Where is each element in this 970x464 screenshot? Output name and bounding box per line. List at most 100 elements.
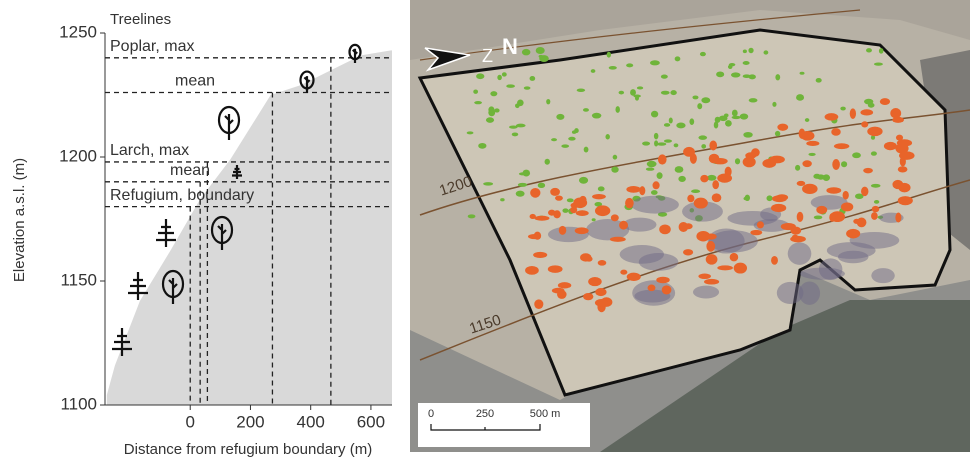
poplar-patch: [637, 86, 643, 89]
poplar-patch: [796, 94, 804, 101]
larch-patch: [806, 141, 819, 146]
heading: Treelines: [110, 11, 171, 28]
poplar-patch: [743, 49, 747, 53]
larch-patch: [898, 183, 910, 192]
larch-patch: [872, 206, 879, 212]
larch-patch: [802, 184, 818, 194]
poplar-patch: [619, 91, 624, 95]
poplar-patch: [509, 125, 518, 128]
satellite-image: Z N 1200 1150 0 250 500 m: [410, 0, 970, 452]
shadow-patch: [623, 218, 656, 232]
x-axis-title: Distance from refugium boundary (m): [124, 441, 372, 458]
poplar-icon: [225, 114, 233, 140]
larch-patch: [884, 142, 897, 150]
poplar-patch: [613, 155, 618, 160]
poplar-patch: [476, 73, 484, 79]
poplar-patch: [611, 167, 618, 173]
poplar-patch: [852, 152, 861, 158]
poplar-patch: [646, 167, 655, 170]
poplar-patch: [651, 190, 658, 195]
poplar-patch: [494, 108, 499, 112]
larch-patch: [841, 202, 853, 211]
larch-patch: [863, 168, 873, 174]
scale-label: 500 m: [530, 408, 561, 420]
larch-patch: [895, 213, 901, 223]
larch-patch: [534, 216, 549, 221]
larch-patch: [576, 210, 589, 216]
larch-patch: [648, 285, 656, 292]
poplar-patch: [626, 63, 633, 67]
poplar-patch: [698, 135, 707, 139]
poplar-patch: [630, 89, 636, 96]
poplar-patch: [735, 158, 740, 164]
shadow-patch: [800, 268, 845, 280]
treeline-label: Poplar, max: [110, 38, 194, 55]
scale-bar-box: [418, 403, 590, 447]
larch-patch: [706, 241, 715, 252]
poplar-patch: [488, 106, 494, 113]
poplar-patch: [561, 144, 569, 147]
poplar-patch: [740, 113, 749, 119]
larch-patch: [626, 186, 640, 193]
larch-patch: [717, 265, 733, 270]
larch-patch: [683, 147, 695, 157]
larch-patch: [694, 198, 708, 209]
larch-patch: [548, 210, 555, 216]
poplar-patch: [675, 56, 681, 61]
larch-patch: [610, 237, 626, 242]
larch-patch: [653, 181, 660, 189]
poplar-patch: [743, 61, 750, 65]
larch-patch: [745, 152, 756, 159]
larch-patch: [826, 187, 841, 193]
larch-patch: [880, 98, 890, 105]
poplar-patch: [483, 182, 493, 185]
poplar-patch: [551, 138, 557, 141]
poplar-patch: [675, 166, 684, 173]
larch-patch: [696, 231, 710, 242]
larch-patch: [679, 222, 689, 232]
larch-patch: [771, 204, 786, 212]
larch-patch: [552, 288, 565, 294]
larch-patch: [829, 213, 835, 222]
larch-patch: [583, 293, 593, 300]
x-tick-label: 0: [185, 412, 194, 431]
poplar-patch: [490, 91, 497, 96]
poplar-patch: [871, 151, 877, 155]
poplar-patch: [584, 147, 589, 153]
larch-patch: [658, 154, 667, 164]
larch-patch: [898, 166, 908, 172]
larch-patch: [790, 227, 801, 235]
poplar-patch: [669, 117, 673, 123]
poplar-patch: [530, 76, 536, 81]
poplar-patch: [607, 52, 611, 58]
x-tick-label: 600: [357, 412, 385, 431]
larch-patch: [588, 277, 602, 286]
poplar-patch: [615, 106, 619, 113]
larch-patch: [734, 263, 747, 274]
larch-patch: [598, 260, 607, 266]
poplar-patch: [577, 88, 585, 92]
larch-patch: [555, 195, 563, 200]
poplar-patch: [840, 107, 845, 111]
larch-patch: [825, 113, 839, 120]
figure: Treelines Elevation a.s.l. (m) Distance …: [0, 0, 970, 459]
larch-patch: [816, 206, 827, 214]
larch-patch: [771, 256, 778, 265]
poplar-patch: [478, 143, 486, 149]
poplar-patch: [764, 50, 769, 54]
poplar-patch: [674, 143, 679, 147]
poplar-patch: [661, 74, 668, 78]
larch-patch: [860, 109, 873, 115]
larch-patch: [620, 270, 627, 275]
larch-patch: [659, 224, 671, 234]
larch-patch: [750, 230, 762, 235]
larch-patch: [579, 196, 586, 204]
x-tick-label: 200: [236, 412, 264, 431]
poplar-patch: [724, 114, 729, 118]
larch-patch: [586, 256, 593, 261]
shadow-patch: [799, 282, 820, 305]
poplar-patch: [562, 208, 568, 213]
larch-patch: [548, 265, 563, 273]
poplar-patch: [714, 122, 719, 129]
poplar-patch: [731, 72, 740, 77]
